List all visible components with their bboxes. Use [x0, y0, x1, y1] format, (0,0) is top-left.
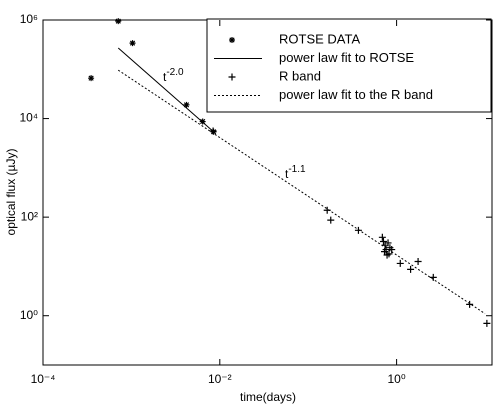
data-point	[466, 300, 474, 308]
y-tick-label: 10⁴	[19, 111, 38, 125]
y-tick-label: 10²	[21, 209, 38, 223]
x-axis-label: time(days)	[240, 390, 296, 404]
y-axis-label: optical flux (µJy)	[4, 149, 18, 236]
annotation: t-2.0	[163, 67, 184, 85]
annotation-exponent: -1.1	[288, 164, 306, 175]
data-point	[115, 18, 122, 25]
data-point	[396, 259, 404, 267]
fit-line	[117, 47, 214, 133]
annotation-base: t	[163, 70, 167, 84]
legend-marker	[229, 37, 235, 43]
data-point	[327, 216, 335, 224]
x-tick-label: 10⁻⁴	[31, 372, 56, 386]
y-tick-label: 10⁰	[20, 308, 38, 322]
data-point	[378, 233, 386, 241]
legend-label: ROTSE DATA	[279, 31, 360, 46]
data-point	[379, 238, 387, 246]
data-point	[407, 265, 415, 273]
legend-label: R band	[279, 68, 321, 83]
annotation: t-1.1	[285, 164, 306, 182]
data-point	[429, 273, 437, 281]
x-tick-label: 10⁰	[388, 372, 406, 386]
x-tick-label: 10⁻²	[208, 372, 232, 386]
legend-marker	[228, 73, 236, 81]
legend-label: power law fit to the R band	[279, 87, 433, 102]
annotation-exponent: -2.0	[166, 67, 184, 78]
data-point	[384, 239, 392, 247]
y-tick-label: 10⁶	[20, 12, 38, 26]
data-point	[414, 257, 422, 265]
legend-label: power law fit to ROTSE	[279, 50, 414, 65]
data-point	[129, 40, 136, 47]
data-point	[483, 319, 491, 327]
data-point	[381, 248, 389, 256]
data-point	[354, 226, 362, 234]
fit-line	[117, 69, 486, 315]
data-point	[183, 101, 190, 108]
data-point	[88, 75, 95, 82]
legend-box	[206, 18, 492, 113]
annotation-base: t	[285, 167, 289, 181]
